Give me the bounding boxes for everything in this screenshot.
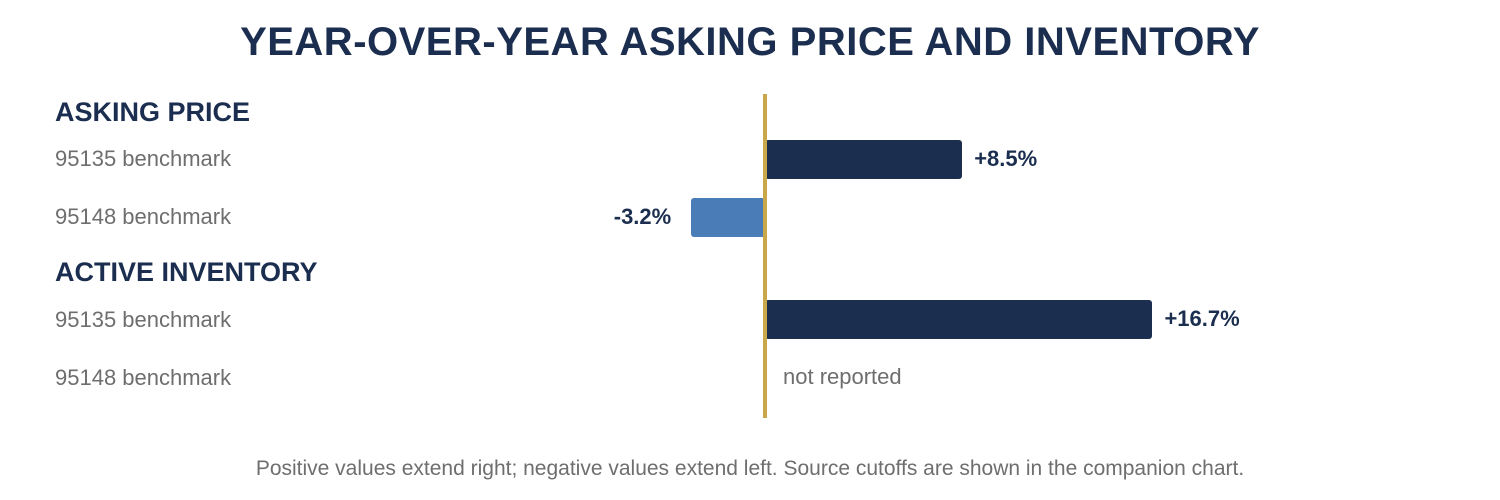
group-label-asking-price: ASKING PRICE — [55, 97, 251, 127]
bar-value-label: +8.5% — [974, 146, 1038, 171]
bar-value-label: +16.7% — [1164, 306, 1240, 331]
row-label: 95148 benchmark — [55, 365, 232, 390]
bar-value-label: -3.2% — [613, 204, 672, 229]
chart-title: YEAR-OVER-YEAR ASKING PRICE AND INVENTOR… — [240, 20, 1260, 64]
not-reported-label: not reported — [783, 364, 902, 389]
row-label: 95135 benchmark — [55, 146, 232, 171]
footnote: Positive values extend right; negative v… — [255, 457, 1245, 480]
bar — [765, 139, 963, 179]
row-label: 95148 benchmark — [55, 204, 232, 229]
bar — [765, 299, 1153, 339]
zero-axis-line — [763, 94, 767, 418]
bar — [690, 197, 765, 237]
group-label-active-inventory: ACTIVE INVENTORY — [55, 257, 318, 287]
row-label: 95135 benchmark — [55, 307, 232, 332]
